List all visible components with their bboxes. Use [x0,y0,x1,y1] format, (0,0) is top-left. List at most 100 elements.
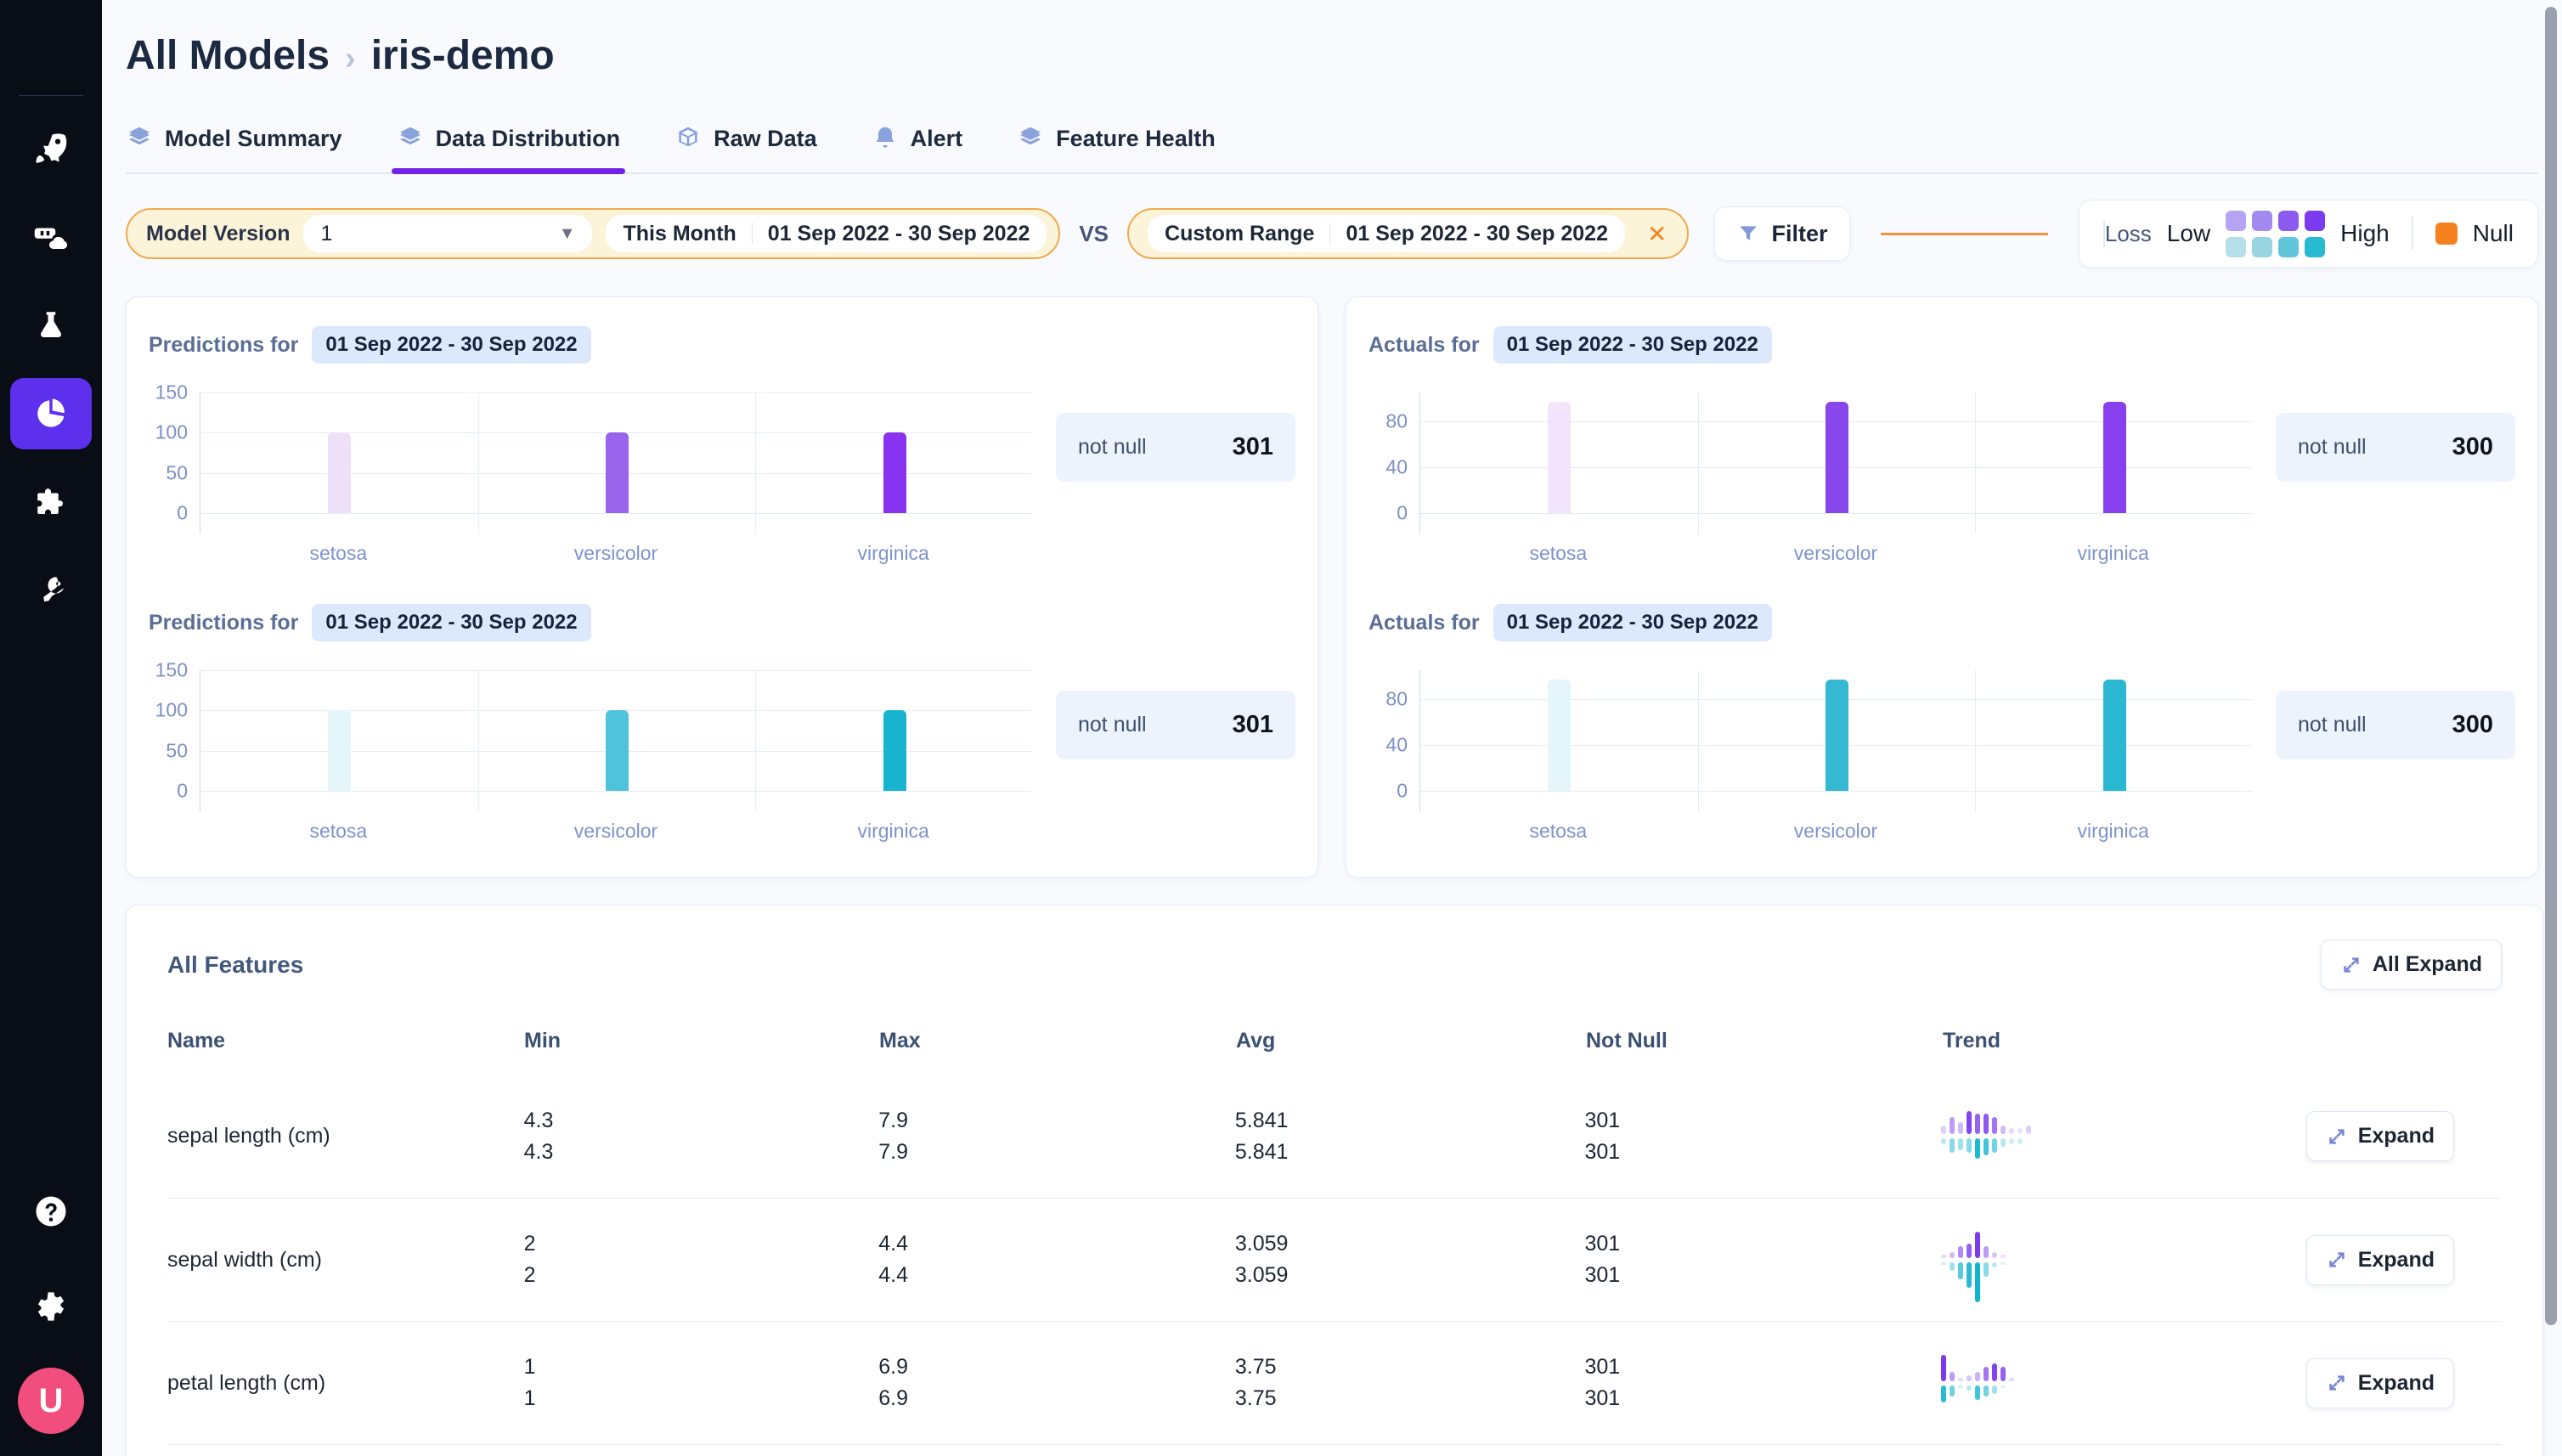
bar-versicolor[interactable] [1826,679,1848,791]
x-axis-label: virginica [2077,820,2149,842]
all-features-title: All Features [167,951,304,978]
column-header-avg: Avg [1236,1029,1276,1052]
feature-min: 4.3 4.3 [523,1108,554,1164]
y-axis: 80 40 0 [1368,392,1419,523]
bar-setosa[interactable] [1548,401,1572,513]
y-axis: 150 100 50 0 [149,659,200,802]
y-axis-tick: 80 [1385,687,1408,710]
tab-data-distribution[interactable]: Data Distribution [391,125,625,174]
x-axis-label: virginica [857,542,929,564]
feature-max: 4.4 4.4 [878,1232,908,1287]
bar-virginica[interactable] [2102,401,2126,513]
tab-label: Model Summary [165,125,342,151]
tab-label: Feature Health [1056,125,1216,151]
filter-button[interactable]: Filter [1714,206,1851,261]
bar-virginica[interactable] [883,710,906,791]
bar-virginica[interactable] [2102,679,2126,791]
key-icon [43,577,64,602]
bar-versicolor[interactable] [1826,401,1848,513]
null-label: Null [2472,220,2514,246]
sidebar-item-settings[interactable] [10,1271,92,1342]
column-header-name: Name [167,1029,226,1052]
x-axis-label: versicolor [1793,820,1878,842]
y-axis-tick: 0 [177,779,188,802]
chart-title: Actuals for [1368,610,1480,635]
sidebar-item-experiments[interactable] [10,290,92,361]
distribution-charts: Predictions for 01 Sep 2022 - 30 Sep 202… [126,296,2562,878]
bell-icon [876,127,894,148]
breadcrumb-separator: › [345,41,356,76]
bar-versicolor[interactable] [606,432,629,513]
sidebar-item-models[interactable] [10,201,92,273]
y-axis-tick: 0 [177,501,188,524]
loss-label: Loss [2102,220,2152,247]
feature-not-null: 301 301 [1584,1108,1621,1164]
sidebar-item-help[interactable] [10,1176,92,1247]
sidebar-item-monitoring[interactable] [10,378,92,449]
y-axis-tick: 50 [166,739,188,762]
x-axis-label: setosa [1529,820,1588,842]
expand-button[interactable]: Expand [2305,1357,2454,1408]
feature-not-null: 301 301 [1584,1355,1621,1410]
not-null-value: 300 [2452,433,2493,460]
feature-trend-sparkline [1941,1226,2306,1303]
sidebar-item-api-keys[interactable] [10,555,92,626]
model-registry-icon [34,228,68,250]
compare-date-range[interactable]: Custom Range 01 Sep 2022 - 30 Sep 2022 [1148,215,1625,252]
tab-feature-health[interactable]: Feature Health [1017,125,1216,172]
column-header-trend: Trend [1943,1029,2001,1052]
flask-icon [40,312,62,337]
layers-icon [129,127,150,145]
expand-icon [2329,1128,2345,1144]
x-axis-label: setosa [1529,542,1588,564]
null-color-swatch [2435,223,2458,245]
y-axis-tick: 50 [166,461,188,484]
y-axis-tick: 40 [1385,455,1408,478]
tab-raw-data[interactable]: Raw Data [674,125,817,172]
funnel-icon [1740,226,1758,240]
tab-bar: Model Summary Data Distribution Raw Data… [126,125,2538,174]
loss-swatch [2278,210,2300,231]
bar-versicolor[interactable] [606,710,629,791]
expand-icon [2344,957,2359,973]
predictions-card: Predictions for 01 Sep 2022 - 30 Sep 202… [126,296,1318,878]
vertical-scrollbar[interactable] [2545,7,2557,1325]
bar-setosa[interactable] [328,710,352,791]
connector-line [1881,232,2048,235]
tab-model-summary[interactable]: Model Summary [126,125,342,172]
tab-alert[interactable]: Alert [872,125,962,172]
y-axis: 150 100 50 0 [149,381,200,524]
loss-swatch [2226,236,2247,257]
y-axis-tick: 150 [155,381,188,404]
layers-icon [399,127,420,145]
expand-button[interactable]: Expand [2305,1234,2454,1285]
loss-swatch [2305,210,2326,231]
x-axis-label: versicolor [573,820,658,842]
sidebar-item-launch[interactable] [10,113,92,184]
expand-label: Expand [2357,1370,2435,1395]
feature-trend-sparkline [1941,1349,2306,1418]
sidebar-item-integrations[interactable] [10,466,92,538]
breadcrumb-root[interactable]: All Models [126,33,330,78]
feature-name: sepal length (cm) [167,1124,330,1148]
model-version-select[interactable]: 1 ▼ [303,215,593,252]
bar-virginica[interactable] [883,432,906,513]
loss-color-scale [2226,210,2326,257]
feature-name: sepal width (cm) [167,1247,322,1272]
y-axis-tick: 100 [155,420,188,443]
primary-date-range[interactable]: This Month 01 Sep 2022 - 30 Sep 2022 [606,215,1047,252]
user-avatar[interactable]: U [18,1368,84,1434]
x-axis-label: versicolor [573,542,658,564]
bar-setosa[interactable] [328,432,352,513]
bar-setosa[interactable] [1548,679,1572,791]
expand-button[interactable]: Expand [2305,1111,2454,1161]
actuals-chart-1: Actuals for 01 Sep 2022 - 30 Sep 2022 80… [1368,326,2515,565]
expand-label: Expand [2357,1247,2435,1272]
loss-legend: Loss Low High Null [2078,200,2538,268]
feature-not-null: 301 301 [1584,1232,1621,1287]
all-expand-button[interactable]: All Expand [2320,940,2502,990]
y-axis-tick: 0 [1397,501,1408,524]
x-axis-label: versicolor [1793,542,1878,564]
remove-compare-button[interactable]: ✕ [1646,220,1668,247]
